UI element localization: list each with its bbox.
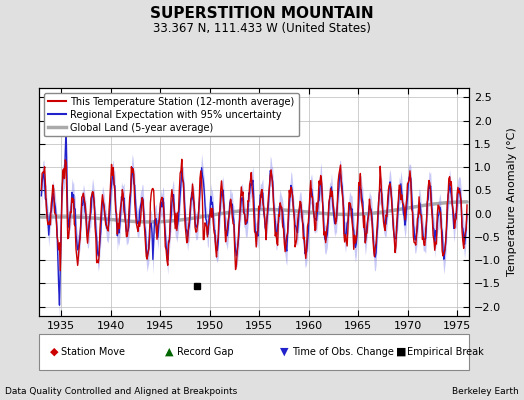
- Text: ■: ■: [396, 347, 406, 357]
- Text: Data Quality Controlled and Aligned at Breakpoints: Data Quality Controlled and Aligned at B…: [5, 387, 237, 396]
- Text: ▼: ▼: [280, 347, 289, 357]
- Y-axis label: Temperature Anomaly (°C): Temperature Anomaly (°C): [507, 128, 517, 276]
- Text: Berkeley Earth: Berkeley Earth: [452, 387, 519, 396]
- Text: SUPERSTITION MOUNTAIN: SUPERSTITION MOUNTAIN: [150, 6, 374, 21]
- Text: 33.367 N, 111.433 W (United States): 33.367 N, 111.433 W (United States): [153, 22, 371, 35]
- Text: Empirical Break: Empirical Break: [407, 347, 484, 357]
- Text: ▲: ▲: [165, 347, 173, 357]
- Text: Record Gap: Record Gap: [177, 347, 233, 357]
- Legend: This Temperature Station (12-month average), Regional Expectation with 95% uncer: This Temperature Station (12-month avera…: [44, 93, 299, 136]
- Text: Time of Obs. Change: Time of Obs. Change: [292, 347, 394, 357]
- Text: Station Move: Station Move: [61, 347, 125, 357]
- Text: ◆: ◆: [50, 347, 58, 357]
